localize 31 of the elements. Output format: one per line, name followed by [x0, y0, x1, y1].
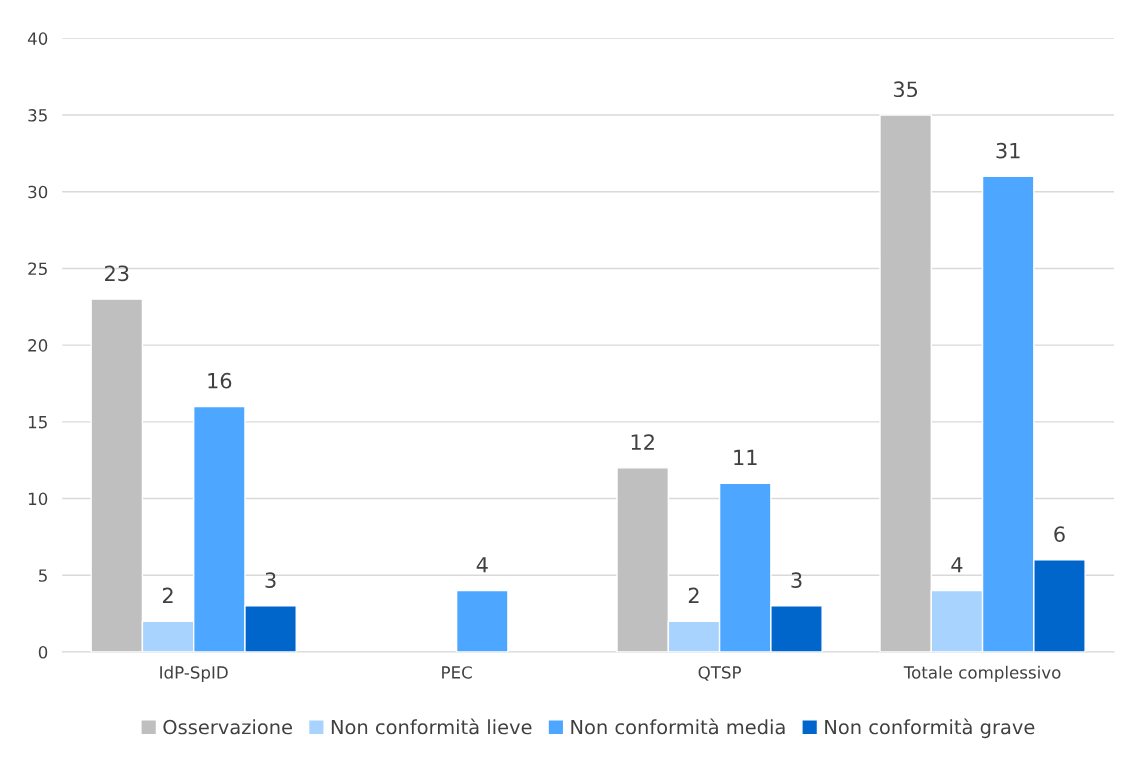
legend-label: Osservazione — [163, 719, 292, 735]
data-label: 11 — [734, 449, 757, 465]
x-tick-label: QTSP — [698, 666, 741, 681]
data-label: 31 — [996, 142, 1020, 159]
y-tick-label: 20 — [28, 339, 48, 352]
legend-label: Non conformità grave — [825, 718, 1035, 739]
data-label: 3 — [791, 572, 802, 588]
y-tick-label: 10 — [28, 492, 48, 506]
data-label: 4 — [476, 557, 488, 573]
data-label: 35 — [893, 81, 918, 98]
y-tick-label: 30 — [28, 185, 48, 199]
data-label: 12 — [631, 434, 654, 450]
data-label: 23 — [105, 265, 129, 282]
x-tick-label: IdP-SpID — [160, 665, 228, 682]
legend-label: Non conformità media — [571, 718, 785, 735]
legend-label: Non conformità lieve — [331, 718, 532, 735]
y-tick-label: 40 — [27, 32, 48, 45]
data-label: 2 — [688, 587, 699, 604]
x-tick-label: PEC — [442, 666, 472, 679]
data-label: 4 — [951, 557, 963, 573]
bar — [455, 589, 509, 652]
y-tick-label: 25 — [28, 262, 47, 276]
x-tick-label: Totale complessivo — [903, 665, 1061, 682]
y-tick-label: 0 — [38, 645, 48, 659]
data-label: 16 — [208, 372, 232, 389]
y-tick-label: 35 — [28, 109, 47, 122]
y-tick-label: 15 — [28, 416, 47, 429]
data-label: 6 — [1054, 526, 1065, 542]
data-label: 2 — [162, 587, 173, 604]
y-tick-label: 5 — [39, 569, 47, 582]
data-label: 3 — [265, 572, 276, 588]
